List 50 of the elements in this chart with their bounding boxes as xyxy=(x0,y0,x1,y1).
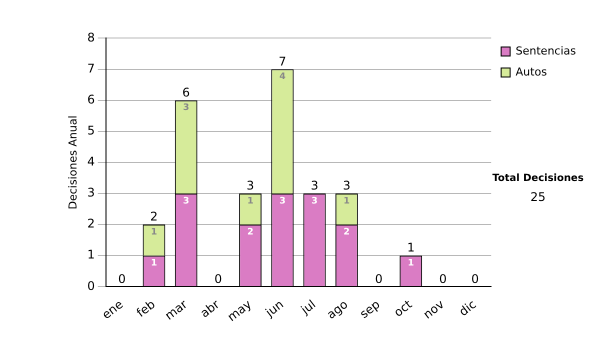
total-label: 1 xyxy=(407,240,415,255)
x-tick-label: ene xyxy=(99,297,126,322)
y-tick-label: 7 xyxy=(87,61,95,76)
y-tick-label: 3 xyxy=(87,186,95,200)
data-label: 1 xyxy=(344,196,350,206)
text: Total Decisiones xyxy=(491,173,585,184)
total-label: 3 xyxy=(342,178,350,193)
total-label: 0 xyxy=(471,272,479,286)
data-label: 1 xyxy=(150,258,158,268)
x-tick-label: oct xyxy=(391,296,415,320)
y-tick-label: 6 xyxy=(87,92,95,106)
data-label: 3 xyxy=(182,103,190,114)
data-label: 3 xyxy=(279,196,286,206)
x-tick-label: dic xyxy=(456,297,479,319)
y-tick-label: 8 xyxy=(87,30,95,44)
x-tick-label: mar xyxy=(162,297,190,323)
data-label: 3 xyxy=(182,196,190,206)
total-label: 0 xyxy=(439,272,447,286)
data-label: 1 xyxy=(247,196,254,206)
total-label: 7 xyxy=(278,54,286,68)
x-tick-label: ago xyxy=(324,297,350,322)
data-label: 4 xyxy=(279,72,286,82)
total-label: 0 xyxy=(214,272,222,286)
total-label: 6 xyxy=(182,85,190,100)
total-label: 2 xyxy=(150,210,158,224)
y-tick-label: 1 xyxy=(87,248,95,262)
y-axis-title: Decisiones Anual xyxy=(66,115,80,210)
y-tick-label: 4 xyxy=(87,154,95,169)
x-tick-label: nov xyxy=(420,297,447,322)
x-tick-label: may xyxy=(224,297,254,324)
x-tick-label: jun xyxy=(262,297,286,320)
total-label: 3 xyxy=(246,178,254,193)
data-label: 3 xyxy=(311,196,318,206)
total-label: 3 xyxy=(310,178,318,193)
data-label: 2 xyxy=(344,227,350,238)
legend-label: Sentencias xyxy=(516,44,576,58)
x-tick-label: sep xyxy=(357,297,382,322)
x-tick-label: abr xyxy=(198,297,222,320)
x-tick-label: feb xyxy=(134,297,158,320)
y-tick-label: 5 xyxy=(87,123,95,138)
total-label: 0 xyxy=(374,272,383,286)
y-tick-label: 2 xyxy=(87,216,95,231)
data-label: 1 xyxy=(408,258,414,268)
data-label: 2 xyxy=(247,227,254,238)
data-label: 1 xyxy=(150,227,158,238)
y-tick-label: 0 xyxy=(87,278,95,293)
x-tick-label: jul xyxy=(298,297,318,318)
total-label: 0 xyxy=(118,272,126,286)
text: 25 xyxy=(529,190,547,204)
legend-label: Autos xyxy=(516,65,548,78)
